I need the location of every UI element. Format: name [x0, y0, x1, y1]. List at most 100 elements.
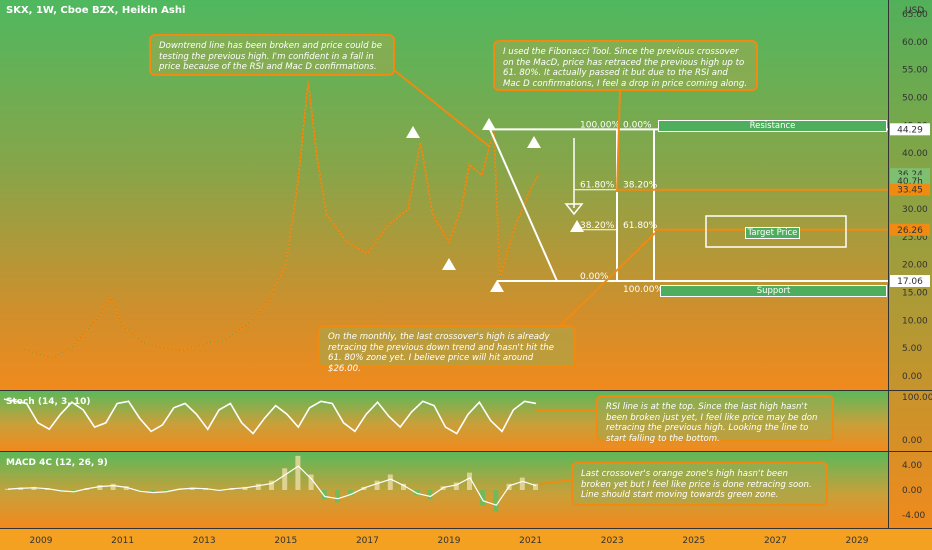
price-tick-label: 50.00	[902, 94, 928, 104]
time-tick-label: 2013	[193, 536, 216, 546]
macd-histogram-bar	[480, 490, 486, 506]
triangle-marker	[442, 258, 456, 270]
time-tick-label: 2017	[356, 536, 379, 546]
support-zone-label: Support	[660, 285, 887, 297]
stoch-line	[3, 398, 537, 435]
price-axis-label: 44.29	[897, 125, 923, 135]
triangle-marker	[482, 118, 496, 130]
time-tick-label: 2021	[519, 536, 542, 546]
macd-histogram-bar	[453, 482, 459, 490]
price-tick-label: 60.00	[902, 38, 928, 48]
macd-histogram-bar	[401, 483, 406, 490]
fib-level-label: 0.00%	[623, 120, 652, 130]
price-axis-label: 33.45	[897, 186, 923, 196]
price-tick-label: 65.00	[902, 10, 928, 20]
macd-tick-label: -4.00	[902, 511, 926, 521]
macd-histogram-bar	[255, 483, 261, 490]
macd-title: MACD 4C (12, 26, 9)	[6, 458, 108, 468]
price-tick-label: 30.00	[902, 205, 928, 215]
pane-divider[interactable]	[0, 390, 932, 391]
price-tick-label: 15.00	[902, 289, 928, 299]
macd-histogram-bar	[269, 480, 274, 490]
stoch-tick-label: 100.00	[902, 393, 932, 403]
callout-pointer	[393, 69, 491, 148]
time-tick-label: 2025	[682, 536, 705, 546]
price-tick-label: 0.00	[902, 372, 922, 382]
drop-arrow-head	[564, 203, 584, 216]
price-axis-label-bg	[890, 275, 930, 288]
triangle-marker	[490, 280, 504, 292]
price-axis-label-bg	[890, 223, 930, 236]
price-axis-label: 26.26	[897, 226, 923, 236]
macd-histogram-bar	[348, 490, 354, 497]
time-tick-label: 2009	[30, 536, 53, 546]
time-axis[interactable]	[0, 528, 932, 550]
macd-histogram-bar	[374, 480, 380, 490]
macd-histogram-bar	[387, 474, 393, 490]
price-tick-label: 20.00	[902, 261, 928, 271]
annotation-downtrend: Downtrend line has been broken and price…	[149, 34, 395, 76]
macd-histogram-bar	[295, 455, 301, 490]
macd-histogram-bar	[493, 490, 499, 512]
fib-level-label: 38.20%	[580, 221, 615, 231]
macd-histogram-bar	[308, 474, 314, 490]
triangle-marker	[527, 136, 541, 148]
macd-histogram-bar	[123, 486, 129, 490]
time-tick-label: 2015	[274, 536, 297, 546]
price-tick-label: 40.00	[902, 149, 928, 159]
macd-histogram-bar	[282, 468, 288, 490]
fib-level-label: 0.00%	[580, 272, 609, 282]
macd-histogram-bar	[427, 490, 433, 500]
fib-level-label: 100.00%	[623, 285, 663, 295]
fib-level-label: 61.80%	[623, 221, 658, 231]
price-axis-label-bg	[890, 123, 930, 136]
triangle-marker	[570, 220, 584, 232]
macd-histogram-bar	[97, 485, 103, 490]
pane-divider	[0, 528, 932, 529]
target-zone-box	[705, 215, 847, 248]
resistance-zone-label: Resistance	[658, 120, 887, 132]
macd-histogram-bar	[335, 490, 340, 503]
annotation-fibonacci: I used the Fibonacci Tool. Since the pre…	[493, 40, 758, 91]
macd-histogram-bar	[5, 488, 10, 490]
price-tick-label: 5.00	[902, 344, 922, 354]
chart-title: SKX, 1W, Cboe BZX, Heikin Ashi	[6, 5, 186, 16]
stoch-title: Stoch (14, 3, 10)	[6, 397, 91, 407]
time-tick-label: 2029	[846, 536, 869, 546]
price-tick-label: 10.00	[902, 316, 928, 326]
callout-pointer	[539, 479, 572, 485]
annotation-rsi: RSI line is at the top. Since the last h…	[596, 395, 834, 444]
annotation-monthly: On the monthly, the last crossover's hig…	[318, 325, 576, 374]
price-series-bars	[24, 80, 540, 359]
macd-histogram-bar	[467, 472, 472, 490]
price-axis-label: 40.7h	[897, 177, 923, 187]
pane-divider[interactable]	[0, 451, 932, 452]
macd-histogram-bar	[110, 483, 116, 490]
macd-histogram-bar	[519, 477, 525, 490]
macd-tick-label: 0.00	[902, 486, 922, 496]
fib-level-label: 38.20%	[623, 181, 658, 191]
time-tick-label: 2027	[764, 536, 787, 546]
macd-histogram-bar	[533, 483, 538, 490]
annotation-macd: Last crossover's orange zone's high hasn…	[571, 462, 828, 506]
macd-histogram-bar	[321, 490, 327, 500]
target-price-label: Target Price	[745, 227, 800, 239]
fib-level-label: 61.80%	[580, 181, 615, 191]
time-tick-label: 2023	[601, 536, 624, 546]
price-tick-label: 25.00	[902, 233, 928, 243]
macd-histogram-bar	[150, 490, 156, 494]
callout-pointer	[559, 232, 656, 327]
macd-tick-label: 4.00	[902, 461, 922, 471]
callout-pointer	[616, 90, 621, 193]
macd-histogram-bar	[31, 486, 37, 490]
triangle-marker	[406, 126, 420, 138]
currency-label: USD	[905, 6, 925, 16]
price-tick-label: 55.00	[902, 66, 928, 76]
price-axis-label: 17.06	[897, 277, 923, 287]
stoch-tick-label: 0.00	[902, 436, 922, 446]
time-tick-label: 2019	[438, 536, 461, 546]
fib-level-label: 100.00%	[580, 120, 620, 130]
price-axis[interactable]	[888, 0, 932, 528]
macd-line	[7, 465, 537, 506]
price-axis-label-bg	[890, 183, 930, 196]
